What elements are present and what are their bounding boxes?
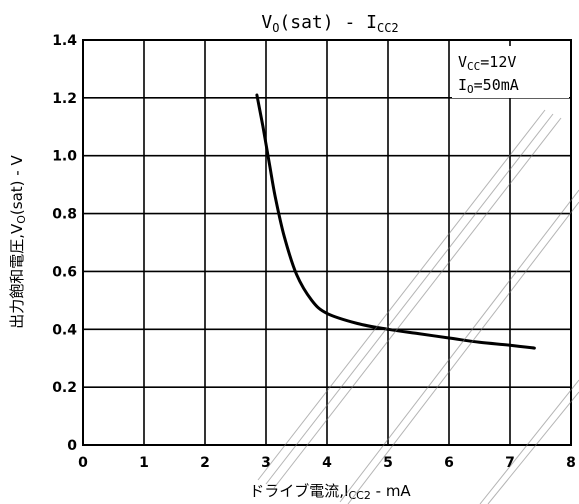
chart-title: VO(sat) - ICC2	[261, 12, 398, 35]
y-tick-label: 0	[67, 438, 77, 454]
x-tick-label: 4	[322, 455, 332, 471]
x-tick-label: 1	[139, 455, 149, 471]
x-tick-label: 5	[383, 455, 393, 471]
x-tick-label: 8	[566, 455, 576, 471]
x-axis-title: ドライブ電流,ICC2 - mA	[249, 482, 411, 502]
grid	[82, 39, 572, 446]
y-tick-labels: 0 0.2 0.4 0.6 0.8 1.0 1.2 1.4	[52, 33, 77, 454]
x-tick-label: 2	[200, 455, 210, 471]
y-tick-label: 1.2	[52, 91, 77, 107]
y-tick-label: 0.8	[52, 207, 77, 223]
series-line	[255, 93, 536, 350]
y-axis-title: 出力飽和電圧,VO(sat) - V	[8, 155, 28, 329]
y-tick-label: 1.4	[52, 33, 77, 49]
annotation-box	[452, 46, 569, 98]
x-tick-label: 0	[78, 455, 88, 471]
annotation-io: IO=50mA	[458, 76, 519, 96]
x-tick-labels: 0 1 2 3 4 5 6 7 8	[78, 455, 576, 471]
y-tick-label: 1.0	[52, 149, 77, 165]
y-tick-label: 0.2	[52, 380, 77, 396]
y-tick-label: 0.6	[52, 264, 77, 280]
x-tick-label: 3	[261, 455, 271, 471]
annotation-vcc: VCC=12V	[458, 53, 516, 73]
plot-frame	[82, 39, 572, 446]
y-tick-label: 0.4	[52, 322, 77, 338]
series-layer	[255, 93, 536, 350]
scan-hatch-artifact	[257, 109, 579, 504]
x-tick-label: 6	[444, 455, 454, 471]
x-tick-label: 7	[505, 455, 515, 471]
